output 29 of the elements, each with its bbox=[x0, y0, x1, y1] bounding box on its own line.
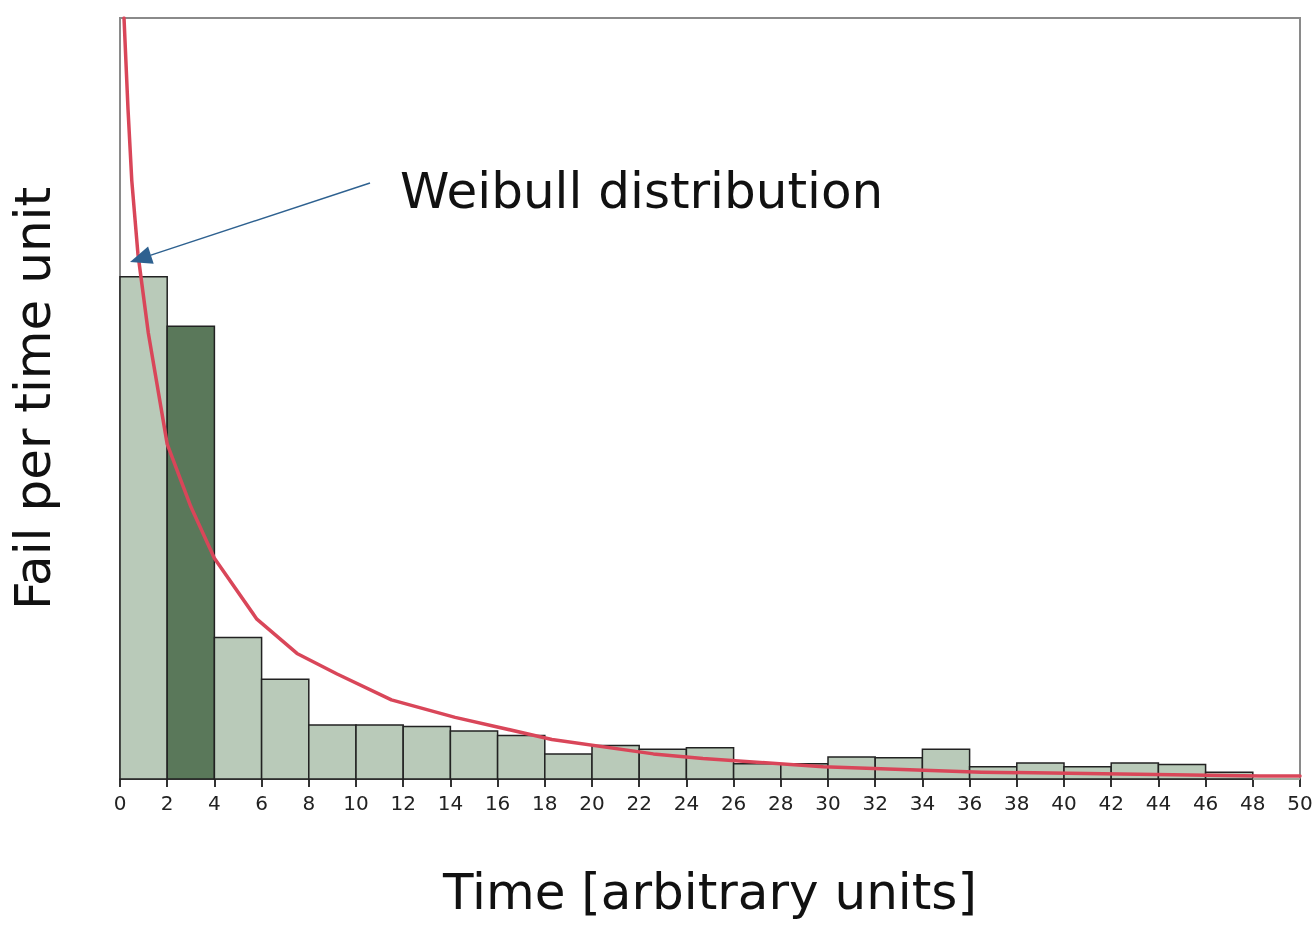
x-axis-title: Time [arbitrary units] bbox=[442, 863, 977, 921]
x-tick-label: 14 bbox=[437, 791, 464, 815]
x-tick-label: 4 bbox=[208, 791, 221, 815]
x-tick-label: 0 bbox=[113, 791, 127, 815]
x-tick-label: 24 bbox=[673, 791, 700, 815]
x-tick-label: 6 bbox=[255, 791, 268, 815]
x-tick-label: 36 bbox=[956, 791, 983, 815]
x-tick-label: 2 bbox=[160, 791, 174, 815]
x-tick-label: 12 bbox=[390, 791, 416, 815]
x-tick-label: 42 bbox=[1098, 791, 1124, 815]
x-tick-label: 46 bbox=[1192, 791, 1219, 815]
x-tick-label: 40 bbox=[1051, 791, 1077, 815]
y-axis-title: Fail per time unit bbox=[4, 186, 62, 611]
x-tick-label: 26 bbox=[720, 791, 747, 815]
x-tick-label: 28 bbox=[768, 791, 794, 815]
x-tick-label: 30 bbox=[815, 791, 841, 815]
x-tick-label: 16 bbox=[484, 791, 511, 815]
x-tick-label: 18 bbox=[532, 791, 558, 815]
annotation: Weibull distribution bbox=[400, 162, 884, 220]
x-tick-label: 38 bbox=[1004, 791, 1030, 815]
x-tick-label: 22 bbox=[626, 791, 652, 815]
x-tick-label: 50 bbox=[1287, 791, 1313, 815]
x-tick-label: 32 bbox=[862, 791, 888, 815]
x-tick-label: 20 bbox=[579, 791, 605, 815]
x-tick-label: 48 bbox=[1240, 791, 1266, 815]
x-tick-label: 34 bbox=[909, 791, 936, 815]
x-tick-label: 10 bbox=[343, 791, 369, 815]
x-tick-label: 44 bbox=[1145, 791, 1172, 815]
x-tick-label: 8 bbox=[302, 791, 316, 815]
